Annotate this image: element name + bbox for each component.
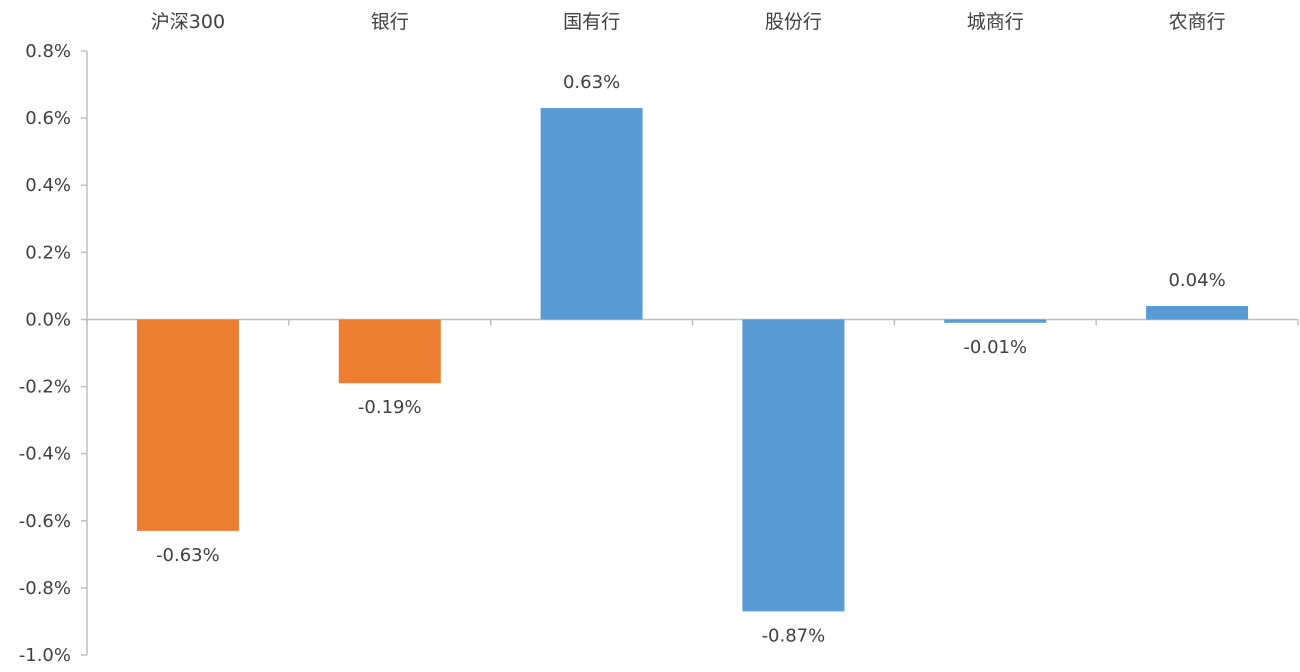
category-labels: 沪深300 银行 国有行 股份行 城商行 农商行 <box>151 11 1226 33</box>
y-tick-label: 0.6% <box>25 108 71 129</box>
data-label: -0.01% <box>963 337 1027 358</box>
category-label: 股份行 <box>765 11 822 33</box>
y-tick-label: -1.0% <box>19 645 71 666</box>
category-label: 沪深300 <box>151 11 225 33</box>
bar <box>136 319 239 531</box>
y-axis: 0.8% 0.6% 0.4% 0.2% 0.0% -0.2% -0.4% -0.6% -0.8%… <box>19 41 88 666</box>
data-label: -0.63% <box>156 545 220 566</box>
data-label: -0.19% <box>358 397 422 418</box>
category-label: 国有行 <box>563 11 620 33</box>
bar <box>540 108 643 320</box>
bar <box>742 319 845 612</box>
y-tick-label: -0.6% <box>19 511 71 532</box>
data-label: -0.87% <box>762 625 826 646</box>
y-tick-label: -0.4% <box>19 444 71 465</box>
data-labels: -0.63% -0.19% 0.63% -0.87% -0.01% 0.04% <box>156 72 1226 646</box>
y-tick-label: 0.2% <box>25 242 71 263</box>
y-tick-label: -0.8% <box>19 578 71 599</box>
category-label: 农商行 <box>1169 11 1226 33</box>
y-tick-label: -0.2% <box>19 377 71 398</box>
bar <box>944 319 1047 323</box>
y-tick-label: 0.4% <box>25 175 71 196</box>
bars <box>136 108 1249 612</box>
y-tick-label: 0.0% <box>25 309 71 330</box>
category-label: 城商行 <box>967 11 1024 33</box>
data-label: 0.63% <box>563 72 620 93</box>
bar <box>1146 306 1249 320</box>
bar <box>338 319 441 384</box>
category-label: 银行 <box>371 11 409 33</box>
data-label: 0.04% <box>1168 270 1225 291</box>
y-tick-label: 0.8% <box>25 41 71 62</box>
x-axis <box>86 318 1299 326</box>
